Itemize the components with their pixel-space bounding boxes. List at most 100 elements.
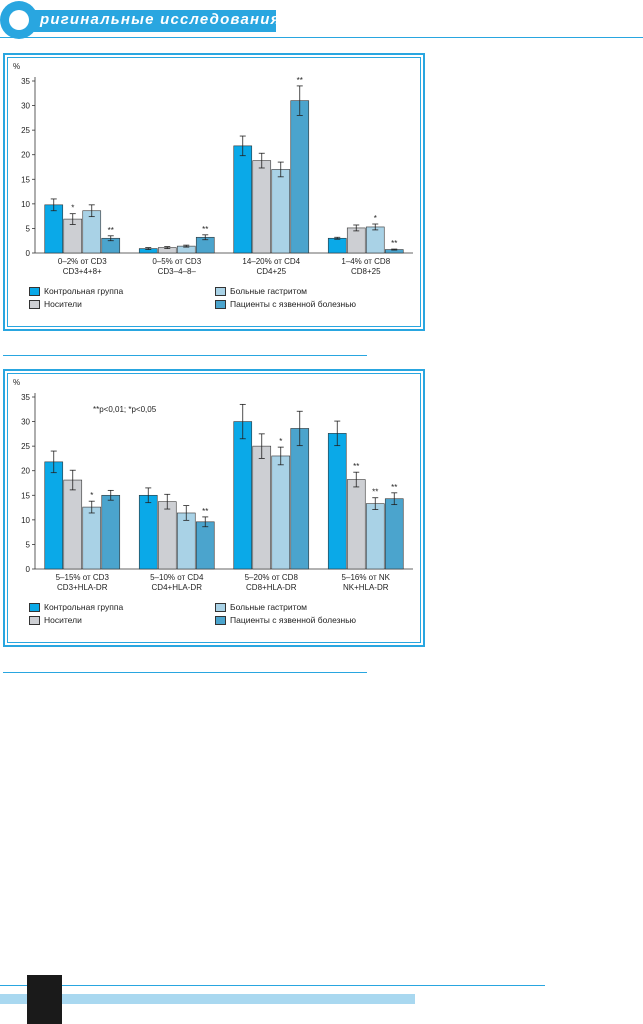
legend-1: Контрольная группа Носители Больные гастри… bbox=[29, 286, 409, 316]
legend-swatch bbox=[215, 603, 226, 613]
category-label: CD3+HLA-DR bbox=[57, 583, 108, 592]
bar bbox=[384, 498, 404, 570]
y-axis-unit: % bbox=[13, 62, 20, 71]
bar bbox=[195, 521, 215, 570]
bar bbox=[290, 100, 310, 254]
legend-swatch bbox=[29, 616, 40, 626]
bar bbox=[271, 169, 291, 254]
bar bbox=[101, 494, 121, 570]
legend-label: Носители bbox=[44, 615, 82, 625]
legend-item: Носители bbox=[29, 299, 82, 310]
category-label: 14–20% от CD4 bbox=[242, 257, 300, 266]
category-label: 5–15% от CD3 bbox=[56, 573, 110, 582]
y-tick-label: 35 bbox=[21, 77, 30, 86]
bar bbox=[176, 512, 196, 570]
y-tick-label: 30 bbox=[21, 102, 30, 111]
figure-1: % 0 5 10 15 20 25 30 35 * ** 0–2% от CD3 CD3+4+8+ ** 0… bbox=[3, 53, 425, 331]
significance-marker: * bbox=[90, 491, 93, 500]
significance-marker: ** bbox=[108, 226, 114, 235]
y-tick-label: 5 bbox=[26, 224, 31, 233]
y-tick-label: 30 bbox=[21, 418, 30, 427]
y-tick-label: 10 bbox=[21, 516, 30, 525]
legend-swatch bbox=[215, 300, 226, 310]
journal-header: ригинальные исследования bbox=[0, 0, 643, 40]
header-band bbox=[30, 10, 276, 32]
significance-marker: ** bbox=[297, 76, 303, 85]
legend-swatch bbox=[29, 603, 40, 613]
bar bbox=[365, 226, 385, 254]
significance-marker: ** bbox=[391, 483, 397, 492]
bar bbox=[271, 455, 291, 570]
legend-item: Носители bbox=[29, 615, 82, 626]
y-tick-label: 25 bbox=[21, 126, 30, 135]
legend-label: Контрольная группа bbox=[44, 602, 124, 612]
legend-item: Пациенты с язвенной болезнью bbox=[215, 299, 357, 310]
figure-2: % 0 5 10 15 20 25 30 35 **p<0,01; *p<0,05 * 5–15% о… bbox=[3, 369, 425, 647]
legend-label: Носители bbox=[44, 299, 82, 309]
bar bbox=[82, 210, 102, 254]
category-label: 5–10% от CD4 bbox=[150, 573, 204, 582]
legend-label: Больные гастритом bbox=[230, 286, 308, 296]
legend-swatch bbox=[29, 287, 40, 297]
bar bbox=[82, 506, 102, 570]
y-tick-label: 10 bbox=[21, 200, 30, 209]
significance-marker: ** bbox=[202, 225, 208, 234]
category-label: 5–20% от CD8 bbox=[245, 573, 299, 582]
y-tick-label: 20 bbox=[21, 467, 30, 476]
header-rule bbox=[0, 37, 643, 38]
legend-swatch bbox=[29, 300, 40, 310]
footer-bar bbox=[0, 994, 415, 1004]
legend-label: Больные гастритом bbox=[230, 602, 308, 612]
legend-swatch bbox=[215, 287, 226, 297]
y-tick-label: 0 bbox=[26, 249, 31, 258]
bar bbox=[44, 461, 64, 570]
category-label: CD8+25 bbox=[351, 267, 381, 276]
separator-rule-2 bbox=[3, 672, 367, 673]
legend-label: Пациенты с язвенной болезнью bbox=[230, 299, 357, 309]
category-label: CD4+HLA-DR bbox=[152, 583, 203, 592]
legend-item: Контрольная группа bbox=[29, 286, 123, 297]
legend-item: Больные гастритом bbox=[215, 602, 308, 613]
bar bbox=[233, 145, 253, 254]
category-label: 0–2% от CD3 bbox=[58, 257, 107, 266]
bar bbox=[44, 204, 64, 254]
y-tick-label: 0 bbox=[26, 565, 31, 574]
bar bbox=[138, 494, 158, 570]
bar bbox=[157, 501, 177, 570]
significance-marker: ** bbox=[372, 488, 378, 497]
footer-rule bbox=[0, 985, 545, 986]
category-label: 0–5% от CD3 bbox=[152, 257, 201, 266]
bar bbox=[327, 433, 347, 570]
bar bbox=[290, 428, 310, 570]
y-tick-label: 5 bbox=[26, 540, 31, 549]
significance-marker: * bbox=[374, 214, 377, 223]
bar bbox=[365, 503, 385, 570]
category-label: 5–16% от NK bbox=[342, 573, 391, 582]
legend-item: Пациенты с язвенной болезнью bbox=[215, 615, 356, 626]
bar-chart-2: % 0 5 10 15 20 25 30 35 **p<0,01; *p<0,05 * 5–15% о… bbox=[13, 378, 413, 592]
category-label: CD3+4+8+ bbox=[63, 267, 102, 276]
bar bbox=[63, 479, 83, 570]
y-tick-label: 35 bbox=[21, 393, 30, 402]
y-tick-label: 20 bbox=[21, 151, 30, 160]
significance-marker: ** bbox=[353, 462, 359, 471]
significance-marker: * bbox=[279, 437, 282, 446]
separator-rule-1 bbox=[3, 355, 367, 356]
bar bbox=[346, 479, 366, 570]
y-tick-label: 15 bbox=[21, 175, 30, 184]
significance-marker: * bbox=[71, 204, 74, 213]
y-tick-label: 25 bbox=[21, 442, 30, 451]
bar bbox=[327, 237, 347, 254]
bar bbox=[252, 445, 272, 570]
legend-item: Контрольная группа bbox=[29, 602, 124, 613]
significance-marker: ** bbox=[202, 507, 208, 516]
legend-swatch bbox=[215, 616, 226, 626]
legend-2: Контрольная группа Носители Больные гастри… bbox=[29, 602, 409, 632]
category-label: CD4+25 bbox=[256, 267, 286, 276]
legend-item: Больные гастритом bbox=[215, 286, 308, 297]
category-label: 1–4% от CD8 bbox=[341, 257, 390, 266]
category-label: CD3–4–8– bbox=[158, 267, 197, 276]
y-axis-unit: % bbox=[13, 378, 20, 387]
bar bbox=[233, 421, 253, 570]
